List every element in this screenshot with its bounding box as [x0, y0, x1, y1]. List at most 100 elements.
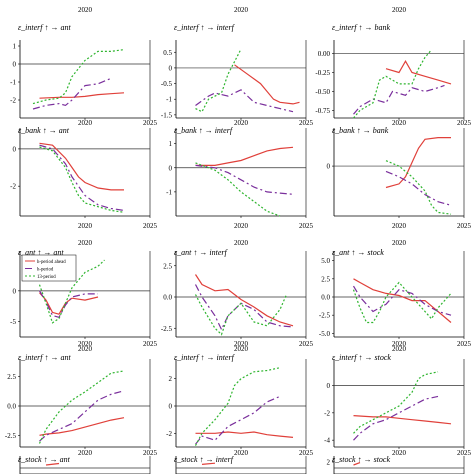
- panel-title: ε_stock ↑ → ant: [18, 455, 71, 464]
- green-series-line: [39, 146, 125, 213]
- panel-title: ε_stock ↑ → interf: [174, 455, 235, 464]
- y-tick-label: 0.0: [321, 294, 330, 302]
- green-series-line: [353, 371, 439, 434]
- red-series-line: [385, 137, 451, 189]
- x-tick-label: 2020: [234, 340, 249, 348]
- x-tick-label: 2025: [143, 119, 158, 127]
- y-tick-label: 0.0: [7, 403, 16, 411]
- y-tick-label: 2.5: [7, 373, 16, 381]
- y-tick-label: 2: [327, 459, 331, 467]
- x-tick-label: 2020: [392, 6, 407, 14]
- y-tick-label: 5.0: [321, 257, 330, 265]
- purple-series-line: [353, 395, 439, 441]
- purple-series-line: [39, 390, 125, 442]
- y-tick-label: -1: [166, 96, 172, 104]
- panel-title: ε_interf ↑ → interf: [174, 23, 236, 32]
- x-tick-label: 2020: [78, 345, 93, 353]
- x-tick-label: 2020: [392, 340, 407, 348]
- y-tick-label: -1.5: [161, 111, 173, 119]
- y-tick-label: -2: [324, 409, 330, 417]
- legend-label: 13-period: [37, 275, 56, 280]
- x-tick-label: 2025: [457, 119, 472, 127]
- y-tick-label: -0.25: [315, 69, 330, 77]
- y-tick-label: 0.0: [163, 294, 172, 302]
- red-series-line: [353, 462, 361, 466]
- x-tick-label: 2020: [78, 222, 93, 230]
- red-series-line: [195, 431, 294, 438]
- chart-panel: ε_interf ↑ → ant 2.5 0.0 -2.5 2020 2025 2020: [5, 345, 158, 457]
- red-series-line: [385, 59, 452, 85]
- y-tick-label: 0: [169, 403, 173, 411]
- y-tick-label: -1: [166, 188, 172, 196]
- y-tick-label: -0.5: [161, 80, 173, 88]
- y-tick-label: 0: [327, 163, 331, 171]
- y-tick-label: -2: [10, 97, 16, 105]
- y-tick-label: 0: [13, 145, 17, 153]
- panel-title: ε_interf ↑ → interf: [174, 353, 236, 362]
- purple-series-line: [194, 284, 294, 331]
- chart-panel: ε_interf ↑ → stock 0 -2 -4 2020 2025 2020: [324, 345, 471, 457]
- x-tick-label: 2020: [234, 119, 249, 127]
- red-series-line: [201, 462, 216, 465]
- green-series-line: [385, 160, 452, 215]
- x-tick-label: 2020: [234, 239, 249, 247]
- y-tick-label: 1: [13, 43, 17, 51]
- y-tick-label: 0: [169, 164, 173, 172]
- y-tick-label: -0.50: [315, 88, 330, 96]
- x-tick-label: 2025: [457, 449, 472, 457]
- red-series-line: [45, 462, 60, 466]
- y-tick-label: 2: [169, 375, 173, 383]
- y-tick-label: 0: [327, 382, 331, 390]
- purple-series-line: [195, 89, 294, 113]
- x-tick-label: 2020: [234, 6, 249, 14]
- green-series-line: [32, 49, 125, 105]
- y-tick-label: -2.5: [161, 325, 173, 333]
- red-series-line: [353, 415, 452, 425]
- x-tick-label: 2020: [234, 449, 249, 457]
- panel-title: ε_interf ↑ → stock: [332, 353, 391, 362]
- purple-series-line: [32, 77, 112, 110]
- green-series-line: [353, 49, 432, 119]
- panel-title: ε_ant ↑ → ant: [18, 248, 64, 257]
- y-tick-label: 1: [169, 140, 173, 148]
- green-series-line: [195, 162, 281, 217]
- red-series-line: [39, 92, 125, 99]
- panel-title: ε_bank ↑ → ant: [18, 126, 70, 135]
- purple-series-line: [195, 395, 281, 445]
- chart-panel: ε_interf ↑ → bank 0.00 -0.25 -0.50 -0.75 2020…: [315, 6, 471, 127]
- x-tick-label: 2025: [457, 222, 472, 230]
- purple-series-line: [385, 170, 452, 206]
- purple-series-line: [39, 144, 125, 211]
- y-tick-label: 0: [169, 64, 173, 72]
- x-tick-label: 2020: [392, 239, 407, 247]
- x-tick-label: 2025: [299, 222, 314, 230]
- red-series-line: [353, 278, 452, 323]
- y-tick-label: 0.00: [318, 50, 331, 58]
- chart-panel: ε_bank ↑ → ant 0 -2 2020 2025: [10, 126, 157, 230]
- x-tick-label: 2025: [143, 340, 158, 348]
- panel-title: ε_ant ↑ → stock: [332, 248, 384, 257]
- x-tick-label: 2020: [392, 449, 407, 457]
- green-series-line: [195, 48, 242, 113]
- green-series-line: [194, 294, 288, 336]
- x-tick-label: 2025: [143, 449, 158, 457]
- chart-panel: ε_stock ↑ → ant: [18, 455, 151, 474]
- x-tick-label: 2020: [392, 119, 407, 127]
- purple-series-line: [352, 285, 452, 316]
- x-tick-label: 2020: [392, 345, 407, 353]
- red-series-line: [39, 292, 99, 315]
- y-tick-label: 0: [13, 61, 17, 69]
- x-tick-label: 2020: [234, 345, 249, 353]
- green-series-line: [194, 367, 281, 446]
- y-tick-label: -2: [10, 183, 16, 191]
- chart-panel: ε_interf ↑ → interf 0.5 0 -0.5 -1 -1.5 2020 202…: [161, 6, 314, 127]
- legend-label: h-period: [37, 268, 54, 273]
- y-tick-label: 2.5: [163, 262, 172, 270]
- chart-panel: ε_ant ↑ → ant 0 -5 2020 2025 2020 h-period ahe…: [10, 239, 157, 348]
- x-tick-label: 2025: [299, 449, 314, 457]
- x-tick-label: 2020: [392, 222, 407, 230]
- panel-title: ε_bank ↑ → bank: [332, 126, 389, 135]
